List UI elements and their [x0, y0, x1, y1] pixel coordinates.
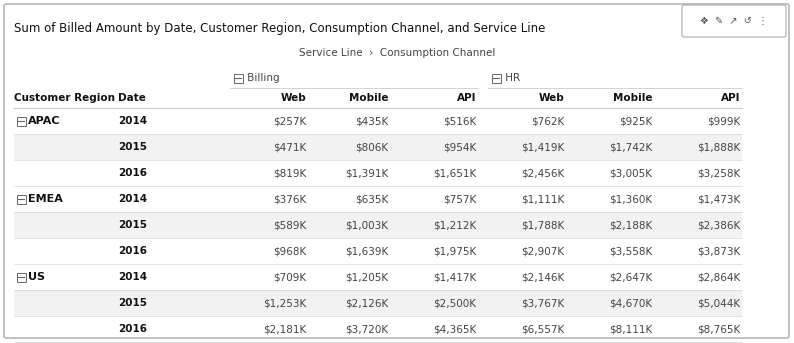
Text: $1,212K: $1,212K: [433, 220, 476, 230]
Text: $4,670K: $4,670K: [609, 298, 652, 308]
Text: $2,907K: $2,907K: [521, 246, 564, 256]
Text: $2,647K: $2,647K: [609, 272, 652, 282]
Text: $6,557K: $6,557K: [521, 324, 564, 334]
Text: Web: Web: [538, 93, 564, 103]
Text: Service Line  ›  Consumption Channel: Service Line › Consumption Channel: [299, 48, 495, 58]
Text: Date: Date: [118, 93, 146, 103]
Text: $1,788K: $1,788K: [521, 220, 564, 230]
Text: $999K: $999K: [707, 116, 740, 126]
Text: $2,864K: $2,864K: [697, 272, 740, 282]
Text: $968K: $968K: [273, 246, 306, 256]
Text: $2,456K: $2,456K: [521, 168, 564, 178]
Text: $1,975K: $1,975K: [433, 246, 476, 256]
Text: $3,005K: $3,005K: [609, 168, 652, 178]
Text: Web: Web: [280, 93, 306, 103]
Text: $1,003K: $1,003K: [345, 220, 388, 230]
Text: $471K: $471K: [273, 142, 306, 152]
Text: $4,365K: $4,365K: [433, 324, 476, 334]
Text: $1,417K: $1,417K: [433, 272, 476, 282]
FancyBboxPatch shape: [4, 4, 789, 338]
Bar: [17, 272, 25, 282]
Text: 2016: 2016: [118, 324, 147, 334]
Text: $3,258K: $3,258K: [697, 168, 740, 178]
Text: APAC: APAC: [28, 116, 60, 126]
FancyBboxPatch shape: [682, 5, 786, 37]
Text: $257K: $257K: [273, 116, 306, 126]
Text: $2,126K: $2,126K: [345, 298, 388, 308]
Bar: [233, 73, 242, 83]
Bar: [17, 117, 25, 126]
Text: 2015: 2015: [118, 220, 147, 230]
Text: $3,558K: $3,558K: [609, 246, 652, 256]
Text: 2015: 2015: [118, 298, 147, 308]
Text: ❖  ✎  ↗  ↺  ⋮: ❖ ✎ ↗ ↺ ⋮: [700, 16, 768, 26]
Text: $3,720K: $3,720K: [345, 324, 388, 334]
Text: Customer Region: Customer Region: [14, 93, 115, 103]
Text: $3,767K: $3,767K: [521, 298, 564, 308]
Text: Sum of Billed Amount by Date, Customer Region, Consumption Channel, and Service : Sum of Billed Amount by Date, Customer R…: [14, 22, 545, 35]
Text: $1,391K: $1,391K: [345, 168, 388, 178]
Text: $589K: $589K: [273, 220, 306, 230]
Text: $516K: $516K: [443, 116, 476, 126]
Bar: [14, 290, 742, 316]
Text: $806K: $806K: [355, 142, 388, 152]
Text: API: API: [720, 93, 740, 103]
Text: $819K: $819K: [273, 168, 306, 178]
Text: $1,205K: $1,205K: [345, 272, 388, 282]
Bar: [14, 212, 742, 238]
Text: $1,419K: $1,419K: [521, 142, 564, 152]
Text: 2014: 2014: [118, 272, 147, 282]
Text: 2014: 2014: [118, 116, 147, 126]
Text: $925K: $925K: [619, 116, 652, 126]
Text: $635K: $635K: [355, 194, 388, 204]
Text: 2015: 2015: [118, 142, 147, 152]
Text: EMEA: EMEA: [28, 194, 63, 204]
Text: $1,253K: $1,253K: [263, 298, 306, 308]
Bar: [491, 73, 500, 83]
Text: $757K: $757K: [443, 194, 476, 204]
Text: $762K: $762K: [530, 116, 564, 126]
Text: $709K: $709K: [273, 272, 306, 282]
Text: API: API: [457, 93, 476, 103]
Text: $1,639K: $1,639K: [345, 246, 388, 256]
Text: $2,500K: $2,500K: [433, 298, 476, 308]
Text: 2016: 2016: [118, 246, 147, 256]
Text: $8,765K: $8,765K: [697, 324, 740, 334]
Text: $1,651K: $1,651K: [433, 168, 476, 178]
Text: $2,181K: $2,181K: [263, 324, 306, 334]
Text: $1,360K: $1,360K: [609, 194, 652, 204]
Text: $2,146K: $2,146K: [521, 272, 564, 282]
Text: $1,888K: $1,888K: [697, 142, 740, 152]
Text: $2,188K: $2,188K: [609, 220, 652, 230]
Text: $3,873K: $3,873K: [697, 246, 740, 256]
Text: Mobile: Mobile: [612, 93, 652, 103]
Bar: [14, 134, 742, 160]
Text: Mobile: Mobile: [349, 93, 388, 103]
Text: $1,111K: $1,111K: [521, 194, 564, 204]
Text: 2016: 2016: [118, 168, 147, 178]
Text: HR: HR: [502, 73, 520, 83]
Text: US: US: [28, 272, 45, 282]
Text: $1,473K: $1,473K: [697, 194, 740, 204]
Text: $2,386K: $2,386K: [697, 220, 740, 230]
Text: 2014: 2014: [118, 194, 147, 204]
Text: Billing: Billing: [244, 73, 279, 83]
Text: $376K: $376K: [273, 194, 306, 204]
Bar: [17, 194, 25, 203]
Text: $1,742K: $1,742K: [609, 142, 652, 152]
Text: $954K: $954K: [443, 142, 476, 152]
Text: $8,111K: $8,111K: [609, 324, 652, 334]
Text: $5,044K: $5,044K: [697, 298, 740, 308]
Text: $435K: $435K: [355, 116, 388, 126]
